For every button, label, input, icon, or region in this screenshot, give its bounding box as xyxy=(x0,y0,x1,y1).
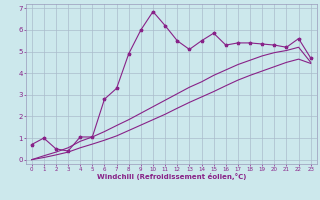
X-axis label: Windchill (Refroidissement éolien,°C): Windchill (Refroidissement éolien,°C) xyxy=(97,173,246,180)
